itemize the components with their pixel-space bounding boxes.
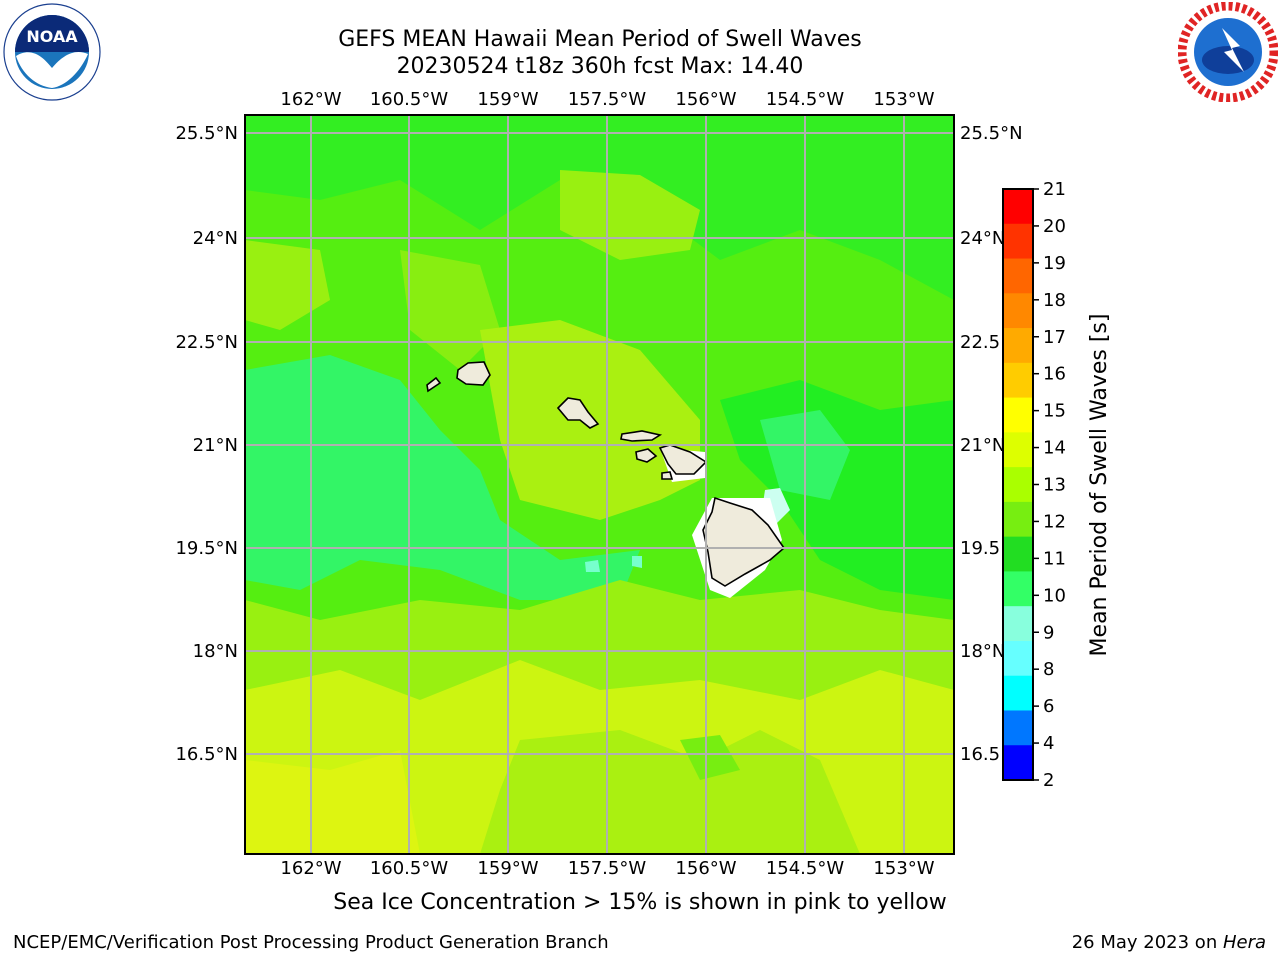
lon-tick-label: 157.5°W [568,858,647,879]
lat-tick-label: 24°N [193,228,238,249]
lon-labels-top: 162°W 160.5°W 159°W 157.5°W 156°W 154.5°… [280,89,934,110]
colorbar-tick-label: 12 [1043,511,1066,532]
lat-tick-label-right: 24°N [960,228,1005,249]
colorbar-tick-label: 13 [1043,475,1066,496]
colorbar-label: Mean Period of Swell Waves [s] [1087,314,1112,657]
colorbar-tick-label: 16 [1043,364,1066,385]
colorbar-tick-label: 17 [1043,327,1066,348]
colorbar-tick-label: 9 [1043,622,1054,643]
lat-tick-label-right: 19.5 [960,538,1000,559]
lon-tick-label: 162°W [280,89,341,110]
lon-tick-label: 154.5°W [766,89,845,110]
colorbar-segment [1003,640,1033,677]
sea-ice-note: Sea Ice Concentration > 15% is shown in … [333,890,947,915]
noaa-logo: NOAA [3,3,101,101]
colorbar-tick-label: 14 [1043,438,1066,459]
colorbar-segment [1003,467,1033,503]
nws-logo [1178,2,1278,102]
colorbar-tick-label: 6 [1043,696,1054,717]
colorbar-segment [1003,362,1033,399]
colorbar-segment [1003,223,1033,260]
lon-tick-label: 156°W [675,858,736,879]
colorbar-segment [1003,432,1033,468]
lat-tick-label-right: 21°N [960,435,1005,456]
map-frame [244,114,955,855]
colorbar-segment [1003,189,1033,225]
lat-tick-label-right: 16.5 [960,744,1000,765]
lat-tick-label-right: 25.5°N [960,123,1023,144]
colorbar-segment [1003,675,1033,711]
lat-labels-right: 25.5°N 24°N 22.5 21°N 19.5 18°N 16.5 [960,123,1023,765]
lon-tick-label: 153°W [873,89,934,110]
lon-tick-label: 153°W [873,858,934,879]
lon-tick-label: 160.5°W [370,89,449,110]
lat-tick-label: 22.5°N [175,332,238,353]
lat-tick-label: 21°N [193,435,238,456]
lon-tick-label: 160.5°W [370,858,449,879]
colorbar-segment [1003,397,1033,433]
hawaiian-islands [426,361,786,587]
colorbar-segment [1003,536,1033,572]
colorbar: 21 20 19 18 17 16 15 14 13 12 11 10 9 8 6 4 2 [1002,179,1066,791]
lon-tick-label: 154.5°W [766,858,845,879]
lon-tick-label: 159°W [477,89,538,110]
chart-subtitle: 20230524 t18z 360h fcst Max: 14.40 [396,54,804,79]
colorbar-tick-label: 21 [1043,179,1066,200]
colorbar-segment [1003,745,1033,781]
lon-tick-label: 159°W [477,858,538,879]
colorbar-tick-label: 8 [1043,659,1054,680]
colorbar-segment [1003,571,1033,607]
swell-period-field [245,115,954,854]
footer-host: Hera [1222,932,1266,953]
lat-labels-left: 25.5°N 24°N 22.5°N 21°N 19.5°N 18°N 16.5… [175,123,238,765]
graticule [245,115,954,854]
colorbar-tick-label: 2 [1043,770,1054,791]
colorbar-tick-label: 4 [1043,733,1054,754]
lon-tick-label: 157.5°W [568,89,647,110]
colorbar-tick-label: 11 [1043,548,1066,569]
footer-date: 26 May 2023 on Hera [1072,932,1266,953]
lat-tick-label: 19.5°N [175,538,238,559]
colorbar-segment [1003,606,1033,642]
lon-tick-label: 156°W [675,89,736,110]
colorbar-segment [1003,328,1033,364]
colorbar-segment [1003,501,1033,538]
colorbar-segment [1003,258,1033,294]
lat-tick-label: 25.5°N [175,123,238,144]
lon-tick-label: 162°W [280,858,341,879]
footer-credit: NCEP/EMC/Verification Post Processing Pr… [13,932,609,953]
colorbar-segment [1003,293,1033,329]
lat-tick-label-right: 22.5 [960,332,1000,353]
lat-tick-label: 18°N [193,641,238,662]
colorbar-tick-label: 20 [1043,216,1066,237]
colorbar-tick-label: 15 [1043,401,1066,422]
footer-date-text: 26 May 2023 on [1071,932,1223,953]
noaa-logo-text: NOAA [26,27,78,46]
lon-labels-bottom: 162°W 160.5°W 159°W 157.5°W 156°W 154.5°… [280,858,934,879]
lat-tick-label-right: 18°N [960,641,1005,662]
colorbar-tick-label: 10 [1043,585,1066,606]
colorbar-tick-label: 19 [1043,253,1066,274]
colorbar-segment [1003,710,1033,746]
colorbar-tick-label: 18 [1043,290,1066,311]
chart-title: GEFS MEAN Hawaii Mean Period of Swell Wa… [338,27,862,52]
lat-tick-label: 16.5°N [175,744,238,765]
